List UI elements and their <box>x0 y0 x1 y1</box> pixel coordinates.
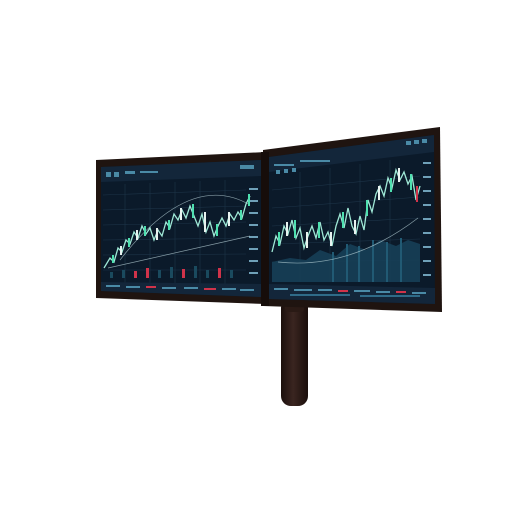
right-status-items <box>274 288 426 297</box>
volume-bar <box>122 270 125 278</box>
left-volume <box>110 266 233 278</box>
candle <box>342 212 344 228</box>
volume-bar <box>218 268 221 278</box>
candle <box>192 204 194 218</box>
left-status-bar <box>101 282 261 297</box>
volume-bar <box>110 272 113 278</box>
right-price-axis <box>423 162 431 276</box>
candle <box>144 226 146 236</box>
candle <box>168 220 170 230</box>
monitor-hinge <box>261 152 269 306</box>
candle <box>318 222 320 238</box>
right-volume-bars <box>332 238 402 282</box>
candle <box>180 208 182 220</box>
left-toolbar <box>101 160 261 182</box>
candle <box>294 220 296 238</box>
volume-bar <box>170 267 173 278</box>
candle <box>416 186 418 202</box>
right-toolbar <box>269 135 434 172</box>
candle <box>286 222 288 236</box>
toolbar-icon <box>125 171 135 174</box>
left-monitor-screen <box>101 160 261 297</box>
toolbar-icon <box>106 172 111 177</box>
candle <box>366 200 368 216</box>
candle <box>390 178 392 192</box>
candle <box>378 186 380 200</box>
left-price-axis <box>249 188 258 274</box>
volume-bar <box>146 268 149 278</box>
candle <box>398 168 400 182</box>
candle <box>330 232 332 246</box>
toolbar-icon <box>274 164 294 166</box>
candle <box>112 255 114 263</box>
left-candles <box>112 194 250 263</box>
toolbar-icon <box>406 141 411 145</box>
right-monitor <box>263 127 442 312</box>
left-monitor <box>96 152 266 304</box>
candle <box>120 246 122 255</box>
candle <box>228 212 230 226</box>
candle <box>410 174 412 190</box>
toolbar-icon <box>114 172 119 177</box>
candle <box>354 220 356 234</box>
toolbar-icon <box>300 160 330 162</box>
right-price-line <box>271 167 421 253</box>
right-trend-line <box>277 217 419 264</box>
toolbar-icon <box>414 140 419 144</box>
candle <box>216 224 218 236</box>
left-arc-overlay <box>119 194 251 261</box>
left-status-items <box>106 285 254 291</box>
volume-bar <box>182 269 185 278</box>
candle <box>306 232 308 248</box>
volume-bar <box>134 271 137 278</box>
volume-bar <box>230 270 233 278</box>
volume-bar <box>158 270 161 278</box>
candle <box>278 232 280 246</box>
toolbar-icon <box>284 169 288 173</box>
left-toolbar-icons <box>106 165 254 177</box>
toolbar-icon <box>422 139 427 143</box>
candle <box>156 228 158 240</box>
toolbar-icon <box>276 170 280 174</box>
candle <box>248 194 250 206</box>
left-grid <box>102 180 247 287</box>
toolbar-icon <box>240 165 254 169</box>
toolbar-icon <box>292 168 296 172</box>
candle <box>240 210 242 220</box>
candle <box>204 212 206 232</box>
candle <box>136 230 138 240</box>
right-toolbar-icons <box>274 139 427 174</box>
toolbar-icon <box>140 171 158 173</box>
volume-bar <box>194 266 197 278</box>
volume-bar <box>206 270 209 278</box>
left-trend-line <box>107 235 251 269</box>
right-candles <box>278 168 418 248</box>
candle <box>128 238 130 247</box>
